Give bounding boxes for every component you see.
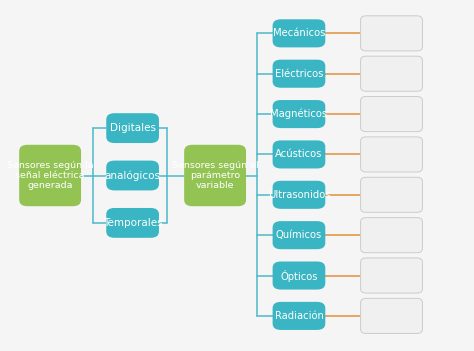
Text: Ultrasonidos: Ultrasonidos (268, 190, 330, 200)
Text: Digitales: Digitales (109, 123, 155, 133)
FancyBboxPatch shape (361, 97, 422, 132)
Text: Temporales: Temporales (103, 218, 163, 228)
Text: Sensores según la
señal eléctrica
generada: Sensores según la señal eléctrica genera… (7, 161, 93, 190)
Text: Ópticos: Ópticos (280, 270, 318, 282)
FancyBboxPatch shape (273, 100, 325, 128)
FancyBboxPatch shape (106, 208, 159, 238)
FancyBboxPatch shape (106, 113, 159, 143)
Text: Radiación: Radiación (274, 311, 323, 321)
FancyBboxPatch shape (273, 261, 325, 290)
FancyBboxPatch shape (273, 221, 325, 249)
FancyBboxPatch shape (273, 181, 325, 209)
FancyBboxPatch shape (361, 298, 422, 333)
FancyBboxPatch shape (106, 161, 159, 190)
FancyBboxPatch shape (361, 56, 422, 91)
FancyBboxPatch shape (273, 140, 325, 168)
Text: analógicos: analógicos (105, 170, 161, 181)
Text: Acústicos: Acústicos (275, 150, 323, 159)
FancyBboxPatch shape (19, 145, 81, 206)
FancyBboxPatch shape (184, 145, 246, 206)
Text: Químicos: Químicos (276, 230, 322, 240)
FancyBboxPatch shape (273, 302, 325, 330)
FancyBboxPatch shape (361, 16, 422, 51)
Text: Mecánicos: Mecánicos (273, 28, 325, 38)
FancyBboxPatch shape (361, 218, 422, 253)
Text: Magnéticos: Magnéticos (270, 109, 328, 119)
FancyBboxPatch shape (361, 177, 422, 212)
Text: Sensores según el
parámetro
variable: Sensores según el parámetro variable (172, 161, 258, 190)
FancyBboxPatch shape (361, 137, 422, 172)
FancyBboxPatch shape (273, 60, 325, 88)
Text: Eléctricos: Eléctricos (275, 69, 323, 79)
FancyBboxPatch shape (273, 19, 325, 47)
FancyBboxPatch shape (361, 258, 422, 293)
